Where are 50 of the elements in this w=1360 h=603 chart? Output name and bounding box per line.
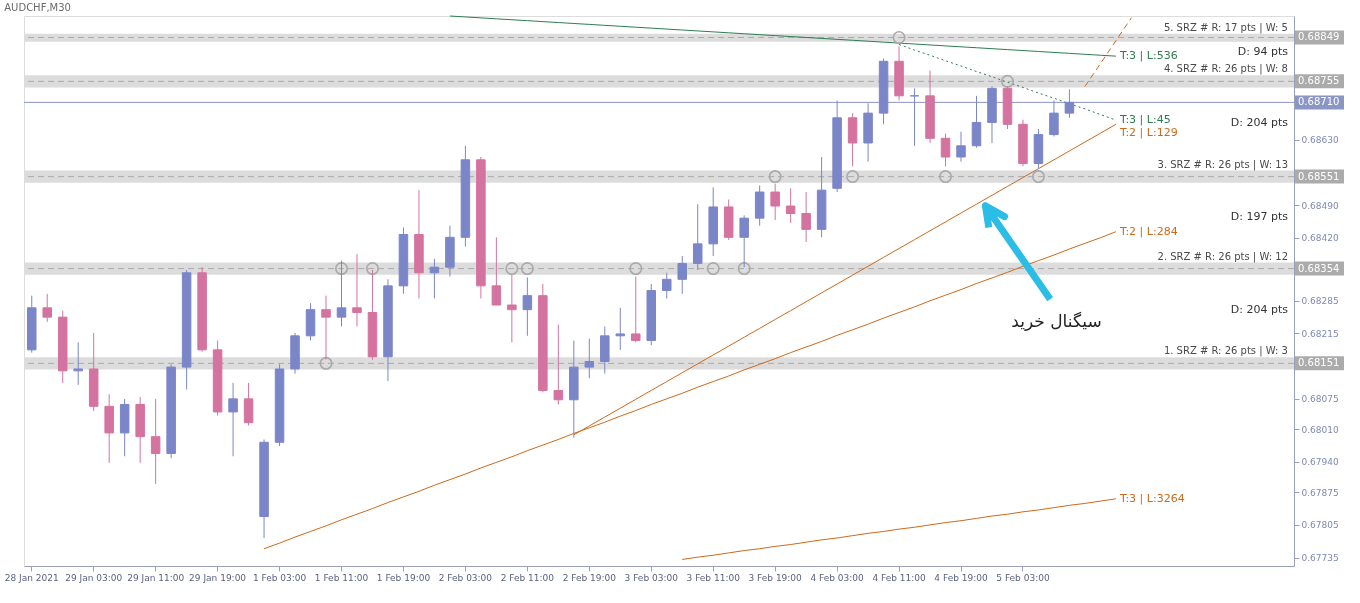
x-tick-label: 28 Jan 2021: [4, 572, 59, 583]
band-label: 1. SRZ # R: 26 pts | W: 3: [1163, 345, 1288, 358]
series-label: T:2 | L:284: [1118, 224, 1178, 238]
x-tick-label: 2 Feb 11:00: [500, 572, 555, 583]
x-tick-label: 3 Feb 03:00: [624, 572, 679, 583]
ref-line-label: 0.68849: [1298, 31, 1340, 43]
ref-line-label: 0.68551: [1298, 170, 1340, 182]
x-tick-label: 2 Feb 03:00: [438, 572, 493, 583]
x-tick-label: 4 Feb 11:00: [872, 572, 926, 583]
annotation: D: 204 pts: [1230, 302, 1289, 316]
y-tick-label: 0.68215: [1301, 328, 1339, 339]
y-tick-label: 0.68285: [1301, 296, 1339, 307]
band-label: 3. SRZ # R: 26 pts | W: 13: [1157, 158, 1288, 171]
y-tick-label: 0.67805: [1301, 520, 1339, 531]
annotation: سیگنال خرید: [1011, 310, 1102, 331]
y-tick-label: 0.68075: [1301, 394, 1339, 405]
y-tick-label: 0.68420: [1301, 233, 1339, 244]
y-tick-label: 0.68010: [1301, 424, 1339, 435]
y-tick-label: 0.67735: [1301, 553, 1339, 564]
ref-line-label: 0.68710: [1298, 96, 1340, 108]
x-tick-label: 1 Feb 11:00: [314, 572, 369, 583]
chart-title: AUDCHF,M30: [4, 1, 71, 13]
x-tick-label: 2 Feb 19:00: [562, 572, 617, 583]
band-label: 5. SRZ # R: 17 pts | W: 5: [1163, 21, 1288, 34]
band-label: 4. SRZ # R: 26 pts | W: 8: [1163, 63, 1288, 76]
y-tick-label: 0.68490: [1301, 200, 1339, 211]
annotation: D: 197 pts: [1230, 209, 1289, 223]
x-tick-label: 29 Jan 19:00: [189, 572, 247, 583]
x-tick-label: 4 Feb 03:00: [810, 572, 865, 583]
y-tick-label: 0.67875: [1301, 487, 1339, 498]
annotation: D: 204 pts: [1230, 115, 1289, 129]
series-label: T:3 | L:45: [1118, 113, 1171, 127]
x-tick-label: 29 Jan 03:00: [65, 572, 123, 583]
series-label: T:3 | L:3264: [1118, 491, 1185, 505]
x-tick-label: 1 Feb 19:00: [376, 572, 431, 583]
x-tick-label: 3 Feb 11:00: [686, 572, 741, 583]
y-tick-label: 0.68630: [1301, 135, 1339, 146]
x-tick-label: 5 Feb 03:00: [996, 572, 1050, 583]
series-label: T:3 | L:536: [1118, 49, 1178, 63]
x-tick-label: 3 Feb 19:00: [748, 572, 803, 583]
ref-line-label: 0.68151: [1298, 357, 1340, 369]
x-tick-label: 4 Feb 19:00: [934, 572, 988, 583]
y-tick-label: 0.67940: [1301, 457, 1339, 468]
ref-line-label: 0.68354: [1298, 262, 1340, 274]
band-label: 2. SRZ # R: 26 pts | W: 12: [1157, 250, 1288, 263]
x-tick-label: 29 Jan 11:00: [127, 572, 185, 583]
annotation: D: 94 pts: [1237, 45, 1289, 59]
ref-line-label: 0.68755: [1298, 75, 1340, 87]
x-tick-label: 1 Feb 03:00: [252, 572, 307, 583]
series-label: T:2 | L:129: [1118, 126, 1178, 140]
